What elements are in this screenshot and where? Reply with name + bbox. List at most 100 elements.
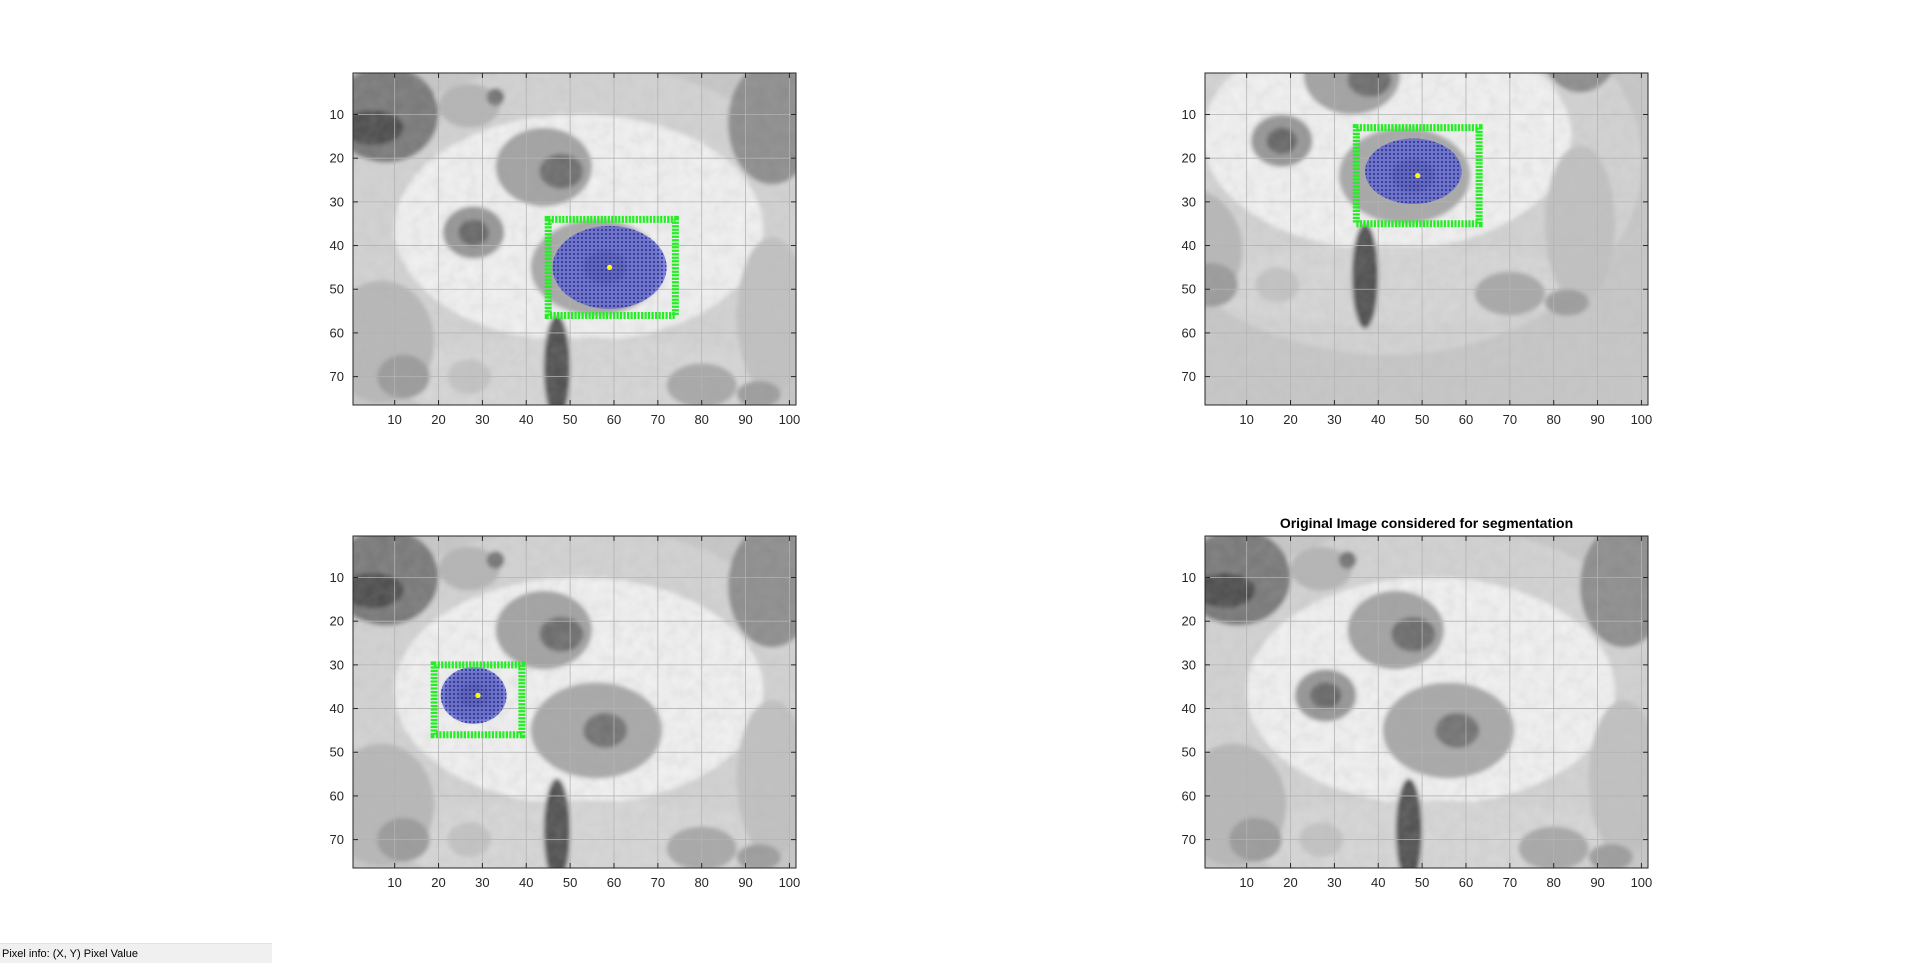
y-tick-label: 10 <box>330 107 344 122</box>
x-tick-label: 80 <box>1546 412 1560 427</box>
x-tick-label: 10 <box>387 875 401 890</box>
x-tick-label: 80 <box>694 412 708 427</box>
image-texture <box>1205 536 1648 868</box>
axes-box <box>352 535 797 869</box>
subplot-title: Original Image considered for segmentati… <box>1280 515 1573 531</box>
x-tick-label: 70 <box>1503 875 1517 890</box>
mri-image <box>1141 0 1648 405</box>
y-tick-label: 30 <box>330 194 344 209</box>
x-tick-label: 50 <box>1415 875 1429 890</box>
seed-point <box>475 692 481 699</box>
y-tick-label: 40 <box>1182 238 1196 253</box>
x-tick-label: 50 <box>563 412 577 427</box>
axes-box <box>352 72 797 406</box>
y-tick-label: 60 <box>330 325 344 340</box>
y-tick-label: 60 <box>330 788 344 803</box>
axes-box <box>1204 535 1649 869</box>
axes-box <box>1204 72 1649 406</box>
x-tick-label: 90 <box>1590 412 1604 427</box>
seed-point <box>1415 173 1421 179</box>
x-tick-label: 70 <box>651 412 665 427</box>
y-tick-label: 10 <box>330 570 344 585</box>
x-tick-label: 100 <box>1631 412 1653 427</box>
anatomy-blob <box>1295 0 1313 14</box>
segmented-region-dots <box>440 667 507 724</box>
x-tick-label: 30 <box>475 875 489 890</box>
mri-image <box>1205 536 1648 868</box>
pixel-value-label: Pixel Value <box>83 948 138 960</box>
mri-image <box>353 536 796 868</box>
x-tick-label: 100 <box>779 875 801 890</box>
y-tick-label: 10 <box>1182 107 1196 122</box>
y-tick-label: 70 <box>330 832 344 847</box>
x-tick-label: 70 <box>651 875 665 890</box>
anatomy-blob <box>1150 18 1211 53</box>
y-tick-label: 40 <box>330 701 344 716</box>
x-tick-label: 90 <box>1590 875 1604 890</box>
anatomy-blob <box>1141 0 1246 71</box>
x-tick-label: 30 <box>475 412 489 427</box>
y-tick-label: 10 <box>1182 570 1196 585</box>
x-tick-label: 20 <box>1283 412 1297 427</box>
x-tick-label: 80 <box>1546 875 1560 890</box>
y-tick-label: 50 <box>1182 282 1196 297</box>
bounding-box <box>430 661 526 739</box>
x-tick-label: 10 <box>387 412 401 427</box>
x-tick-label: 60 <box>1459 875 1473 890</box>
anatomy-blob <box>1247 0 1308 36</box>
x-tick-label: 40 <box>1371 875 1385 890</box>
y-tick-label: 60 <box>1182 325 1196 340</box>
x-tick-label: 60 <box>607 875 621 890</box>
y-tick-label: 30 <box>330 657 344 672</box>
y-tick-label: 20 <box>330 151 344 166</box>
x-tick-label: 60 <box>607 412 621 427</box>
y-tick-label: 70 <box>1182 832 1196 847</box>
subplot-4: 10 20 30 40 50 60 70 80 90 100 10 20 30 40 50 60 70 Origi… <box>1182 515 1653 890</box>
x-tick-label: 30 <box>1327 875 1341 890</box>
x-tick-label: 40 <box>519 412 533 427</box>
y-tick-label: 70 <box>330 369 344 384</box>
x-tick-label: 100 <box>779 412 801 427</box>
bounding-box <box>544 215 679 319</box>
x-tick-label: 100 <box>1631 875 1653 890</box>
x-tick-label: 10 <box>1239 412 1253 427</box>
x-tick-label: 40 <box>519 875 533 890</box>
x-tick-label: 50 <box>1415 412 1429 427</box>
x-tick-label: 30 <box>1327 412 1341 427</box>
subplot-3: 10 20 30 40 50 60 70 80 90 100 10 20 30 40 50 60 70 <box>330 535 801 890</box>
pixel-info-bar: Pixel info: (X, Y) Pixel Value <box>0 943 272 963</box>
y-tick-label: 20 <box>330 614 344 629</box>
x-tick-label: 10 <box>1239 875 1253 890</box>
y-tick-label: 20 <box>1182 614 1196 629</box>
x-tick-label: 20 <box>431 875 445 890</box>
grid <box>353 536 796 868</box>
seed-point <box>606 264 613 270</box>
y-tick-label: 20 <box>1182 151 1196 166</box>
x-tick-label: 90 <box>738 875 752 890</box>
x-tick-label: 50 <box>563 875 577 890</box>
y-tick-label: 50 <box>330 282 344 297</box>
y-tick-label: 40 <box>1182 701 1196 716</box>
y-tick-label: 30 <box>1182 657 1196 672</box>
y-tick-label: 50 <box>330 745 344 760</box>
x-tick-label: 60 <box>1459 412 1473 427</box>
x-tick-label: 20 <box>431 412 445 427</box>
x-tick-label: 90 <box>738 412 752 427</box>
x-tick-label: 80 <box>694 875 708 890</box>
y-tick-label: 40 <box>330 238 344 253</box>
y-tick-label: 70 <box>1182 369 1196 384</box>
image-texture <box>1205 73 1648 405</box>
image-texture <box>353 536 796 868</box>
y-tick-label: 60 <box>1182 788 1196 803</box>
bounding-box <box>1352 124 1483 228</box>
subplot-1: 10 20 30 40 50 60 70 80 90 100 10 20 30 40 50 60 70 <box>330 72 801 427</box>
grid <box>353 73 796 405</box>
x-tick-label: 40 <box>1371 412 1385 427</box>
subplot-2: 10 20 30 40 50 60 70 80 90 100 10 20 30 40 50 60 70 <box>1141 0 1653 427</box>
x-tick-label: 70 <box>1503 412 1517 427</box>
y-tick-label: 50 <box>1182 745 1196 760</box>
segmented-region-dots <box>1365 138 1462 205</box>
pixel-info-label: Pixel info: <box>2 948 50 960</box>
x-tick-label: 20 <box>1283 875 1297 890</box>
